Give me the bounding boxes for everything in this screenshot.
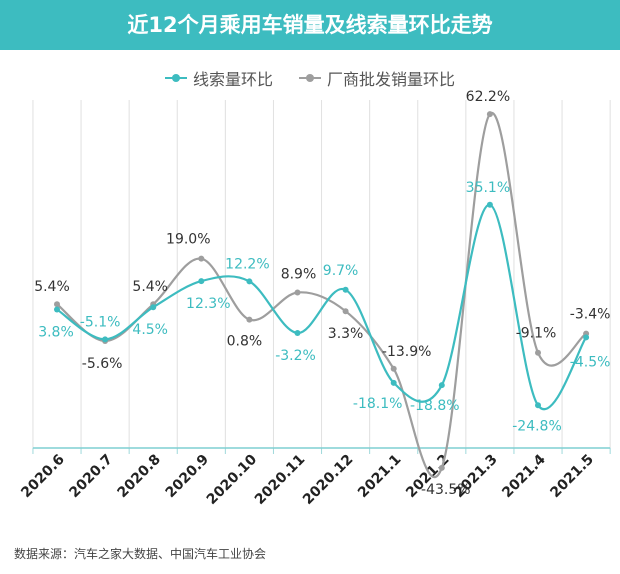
- data-point-leads: [583, 334, 590, 341]
- data-label-wholesale: -5.6%: [82, 356, 123, 372]
- data-point-leads: [342, 286, 349, 293]
- data-label-wholesale: 0.8%: [227, 334, 263, 350]
- data-label-wholesale: 62.2%: [466, 90, 510, 105]
- data-label-leads: -5.1%: [80, 314, 121, 330]
- data-point-wholesale: [486, 111, 493, 118]
- legend-item-leads[interactable]: 线索量环比: [164, 66, 273, 90]
- data-label-leads: 4.5%: [132, 322, 168, 338]
- data-point-wholesale: [294, 289, 301, 296]
- data-point-wholesale: [535, 349, 541, 356]
- legend-label-wholesale: 厂商批发销量环比: [327, 70, 456, 89]
- data-point-leads: [102, 336, 109, 343]
- data-point-wholesale: [438, 464, 445, 471]
- series-line-leads: [56, 203, 588, 410]
- data-label-leads: 12.2%: [225, 256, 269, 272]
- data-point-leads: [486, 201, 493, 208]
- x-tick-label: 2021.4: [499, 451, 549, 501]
- data-point-leads: [294, 329, 301, 336]
- data-label-leads: -4.5%: [570, 354, 611, 370]
- data-source-note: 数据来源：汽车之家大数据、中国汽车工业协会: [14, 547, 267, 561]
- data-label-leads: -18.1%: [353, 396, 403, 412]
- x-tick-label: 2020.12: [300, 452, 356, 508]
- x-tick-label: 2020.6: [18, 452, 68, 502]
- data-label-wholesale: 5.4%: [132, 279, 168, 295]
- data-label-leads: 9.7%: [323, 263, 359, 279]
- data-label-wholesale: -9.1%: [516, 326, 557, 342]
- data-label-wholesale: 5.4%: [34, 279, 70, 295]
- data-point-leads: [438, 382, 445, 389]
- x-tick-label: 2021.5: [547, 452, 597, 502]
- series-line-wholesale: [56, 112, 587, 479]
- x-tick-label: 2020.8: [115, 452, 165, 502]
- data-point-leads: [390, 379, 397, 386]
- data-point-wholesale: [246, 316, 253, 323]
- chart-title: 近12个月乘用车销量及线索量环比走势: [0, 0, 620, 50]
- data-label-leads: 3.8%: [38, 325, 74, 341]
- data-point-leads: [54, 306, 60, 313]
- data-point-leads: [246, 278, 253, 285]
- data-label-wholesale: -13.9%: [382, 344, 432, 360]
- line-chart: 2020.62020.72020.82020.92020.102020.1120…: [18, 90, 611, 508]
- data-label-leads: 35.1%: [466, 180, 510, 196]
- data-label-leads: -18.8%: [410, 398, 460, 414]
- x-tick-label: 2020.9: [163, 452, 213, 502]
- legend-swatch-leads: [164, 72, 187, 84]
- data-label-wholesale: 19.0%: [166, 232, 210, 248]
- data-point-wholesale: [54, 301, 60, 308]
- data-label-leads: -24.8%: [512, 418, 562, 434]
- data-label-wholesale: 3.3%: [328, 326, 364, 342]
- data-point-leads: [535, 402, 541, 409]
- x-tick-label: 2021.1: [355, 452, 405, 502]
- x-tick-label: 2020.7: [66, 452, 116, 502]
- x-tick-label: 2020.10: [204, 451, 261, 508]
- legend-swatch-wholesale: [299, 72, 321, 84]
- data-label-leads: -3.2%: [275, 348, 316, 364]
- data-label-wholesale: -3.4%: [570, 307, 611, 323]
- data-point-wholesale: [198, 255, 205, 262]
- data-point-wholesale: [342, 308, 349, 315]
- legend-label-leads: 线索量环比: [192, 70, 273, 89]
- data-label-wholesale: 8.9%: [281, 266, 317, 282]
- data-label-wholesale: -43.5%: [421, 482, 471, 498]
- x-tick-label: 2020.11: [252, 452, 308, 508]
- data-point-leads: [150, 304, 157, 311]
- legend-item-wholesale[interactable]: 厂商批发销量环比: [299, 66, 455, 90]
- data-point-leads: [198, 278, 205, 285]
- chart-legend: 线索量环比 厂商批发销量环比: [0, 66, 620, 90]
- data-point-wholesale: [390, 365, 397, 372]
- data-label-leads: 12.3%: [186, 296, 230, 312]
